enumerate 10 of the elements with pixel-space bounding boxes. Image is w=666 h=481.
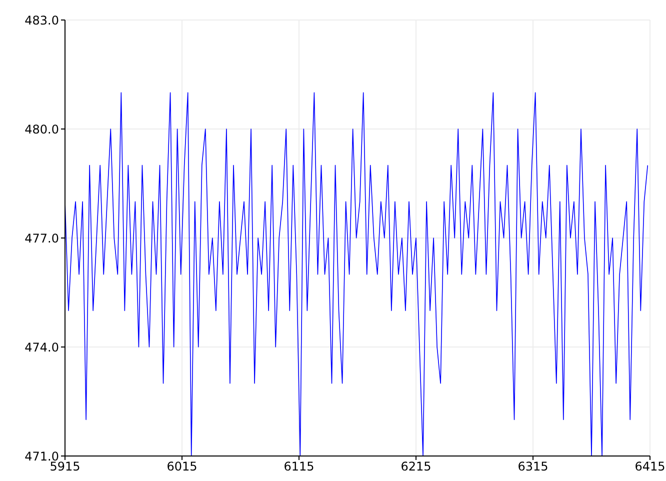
- x-tick-label: 6015: [166, 460, 198, 474]
- x-tick-label: 6215: [400, 460, 432, 474]
- x-tick-label: 6115: [284, 460, 314, 474]
- x-tick-label: 6315: [518, 460, 548, 474]
- y-tick-label: 474.0: [24, 340, 59, 354]
- x-tick-label: 5915: [50, 460, 80, 474]
- y-tick-label: 483.0: [24, 13, 59, 28]
- y-tick-label: 480.0: [24, 122, 59, 136]
- x-tick-label: 6415: [634, 460, 666, 474]
- y-tick-label: 477.0: [24, 231, 59, 246]
